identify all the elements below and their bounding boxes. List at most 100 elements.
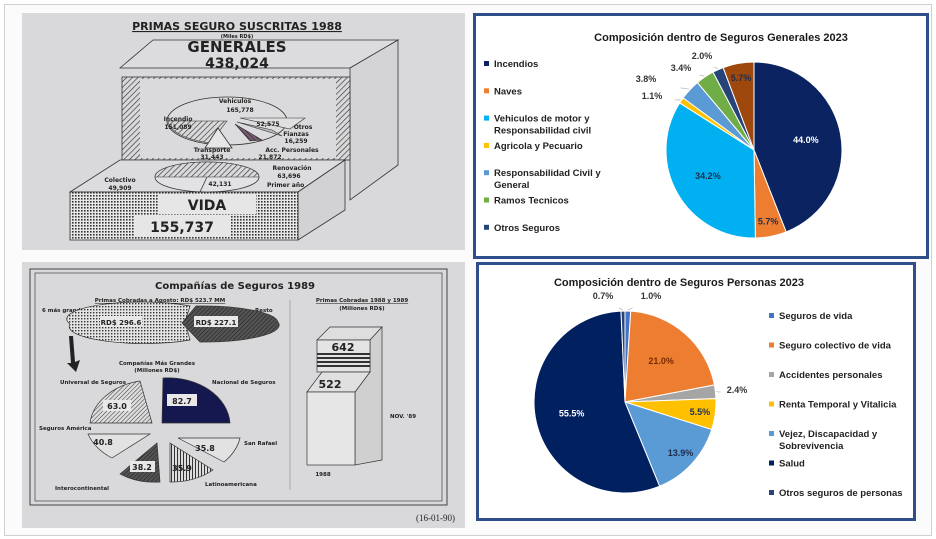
pie-labels: 44.0% 5.7% 34.2% 1.1% 3.8% 3.4%2.0% 5.7% [636,51,819,227]
legend-label: Salud [779,459,805,470]
label-colectivo: Colectivo [104,177,135,184]
legend-swatch [484,61,489,66]
vida-pie-divider [199,176,208,193]
personas-2023-svg: Composición dentro de Seguros Personas 2… [533,277,903,499]
chart-title: Composición dentro de Seguros Generales … [594,32,848,44]
legend-label: Agricola y Pecuario [494,141,583,152]
data-label-otros-seguros-de-personas: 0.7% [593,291,614,301]
legend-item-seguros-de-vida: Seguros de vida [769,311,853,322]
legend-label: Otros Seguros [494,223,560,234]
bar-1988-front [306,391,356,466]
generales-2023-chart: Composición dentro de Seguros Generales … [473,13,929,259]
slice-transporte [204,127,233,149]
label-nov-89: NOV. '89 [390,414,416,420]
data-label-naves: 5.7% [758,217,779,227]
value-primer-ano: 42,131 [208,181,231,188]
legend-item-seguro-colectivo-de-vida: Seguro colectivo de vida [769,341,892,352]
value-vehiculos: 165,778 [226,107,253,114]
data-label-incendios: 44.0% [793,135,819,145]
chart-subtitle: (Miles RD$) [221,34,254,40]
label-incendio: Incendio [164,116,193,123]
legend-swatch [484,115,489,121]
label-vehiculos: Vehiculos [219,98,252,105]
label-san-rafael: San Rafael [244,441,277,447]
slice-san-rafael [177,437,241,463]
legend-swatch [769,431,774,436]
value-universal: 63.0 [107,402,127,411]
pie-slices [665,61,843,239]
slice-seguros-america [87,433,152,459]
data-label-seguro-colectivo-de-vida: 21.0% [648,356,674,366]
bars-subtitle: (Millones RD$) [339,306,385,312]
outer-border [29,268,448,506]
legend-swatch [769,372,774,377]
leader-line [714,66,718,70]
value-renovacion: 63,696 [277,173,300,180]
pie-slice-otros-seguros-de-personas [620,310,626,403]
value-bg [103,400,131,411]
data-label-agricola-y-pecuario: 1.1% [642,91,663,101]
legend-item-incendios: Incendios [484,59,538,70]
vida-label-bg [158,195,256,214]
legend-label: Naves [494,86,522,97]
vida-total-bg [135,216,230,237]
label-seguros-america: Seguros América [39,425,92,432]
legend-label: Responsabilidad Civil y [494,168,601,179]
data-label-renta-temporal-y-vitalicia: 5.5% [690,407,711,417]
vida-label: VIDA [188,198,227,214]
label-otros: Otros [294,124,313,131]
legend-swatch [769,460,774,466]
data-label-ramos-tecnicos: 3.4% [671,63,692,73]
pie-slice-5-7 [722,61,755,151]
label-1988: 1988 [315,472,330,478]
slice-acc-personales [234,123,263,142]
pie1-title: Primas Cobradas a Agosto: RD$ 523.7 MM [95,298,225,304]
legend-label-line2: Sobrevivencia [779,441,844,452]
companias-1989-chart: Compañías de Seguros 1989 Primas Cobrada… [22,262,465,528]
legend-swatch [769,313,774,318]
generales-total: 438,024 [205,56,269,72]
pie-slice-vejez-discapacidad-y-sobrevivencia [624,401,713,487]
primas-1988-svg: PRIMAS SEGURO SUSCRITAS 1988 (Miles RD$)… [68,20,400,241]
leader-line [680,87,690,90]
pie2-title: Compañías Más Grandes [119,360,196,367]
slice-fianzas [236,121,283,137]
legend-label: Vehiculos de motor y [494,114,590,125]
legend-item-salud: Salud [769,459,805,470]
vida-total: 155,737 [150,220,214,236]
legend-swatch [484,197,489,203]
legend-item-naves: Naves [484,86,522,97]
legend-label-line2: General [494,180,529,191]
legend-label: Accidentes personales [779,370,883,381]
legend-swatch [484,142,489,148]
bars-title: Primas Cobradas 1988 y 1989 [316,298,408,304]
legend-label: Otros seguros de personas [779,488,903,499]
data-label-seguros-de-vida: 1.0% [641,291,662,301]
label-latinoamericana: Latinoamericana [205,482,257,488]
legend-label: Renta Temporal y Vitalicia [779,400,897,411]
legend-item-otros-seguros-de-personas: Otros seguros de personas [769,488,903,499]
legend-label: Incendios [494,59,538,70]
slice-renovacion [154,161,260,178]
pie1-value-bg [100,316,142,327]
value-nacional: 82.7 [172,397,192,406]
pie-slice-incendios [753,61,843,233]
legend-item-ramos-tecnicos: Ramos Tecnicos [484,196,569,207]
chart-title: PRIMAS SEGURO SUSCRITAS 1988 [132,20,342,33]
chart-title: Composición dentro de Seguros Personas 2… [554,277,804,289]
chart-title: Compañías de Seguros 1989 [155,280,315,292]
label-fianzas: Fianzas [283,131,309,138]
label-transporte: Transporte [194,147,231,154]
value-bg [167,394,197,406]
value-interocontinental: 38.2 [132,463,152,472]
label-nacional: Nacional de Seguros [212,380,276,386]
value-transporte: 31,443 [200,154,223,161]
label-resto: Resto [255,308,273,314]
data-label-salud: 55.5% [559,409,585,419]
generales-2023-svg: Composición dentro de Seguros Generales … [484,32,848,239]
legend-label: Seguros de vida [779,311,853,322]
value-1989: 642 [332,341,355,354]
data-label-5-7: 5.7% [731,73,752,83]
legend-label: Ramos Tecnicos [494,196,569,207]
